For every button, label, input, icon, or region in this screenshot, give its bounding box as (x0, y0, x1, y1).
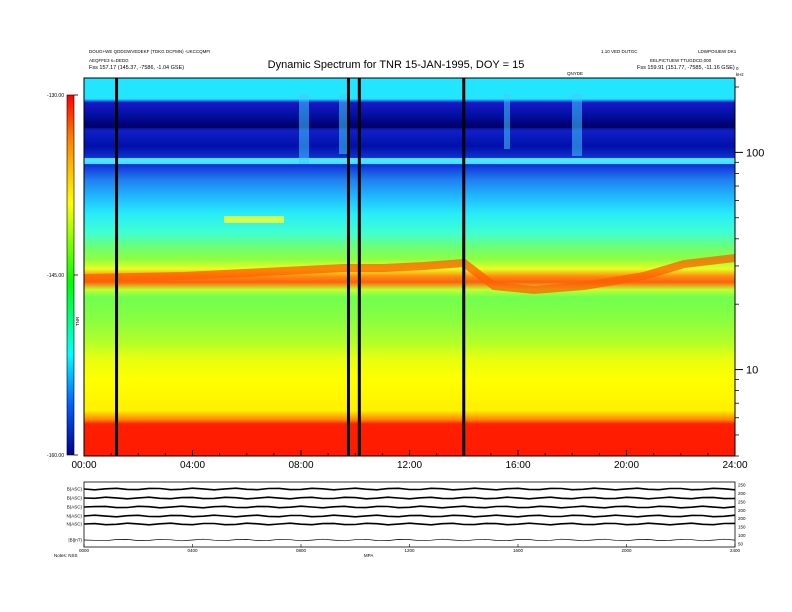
bottom-panel-frame (83, 481, 736, 548)
bottom-row-label-1: B(ASC) (67, 496, 83, 501)
plot-frame (83, 77, 736, 457)
x-tick-label-5: 20:00 (614, 460, 639, 471)
colorbar-frame (66, 94, 75, 456)
header-left-line1: DOUG+WE QDDGWVEDEKF (TDKG DCFMN) -UKCCQM… (89, 49, 211, 54)
header-right-line1: 1.10 VED DUTGC (601, 49, 638, 54)
colorbar-label: TNR (75, 316, 80, 326)
y-tick-label-0: 100 (746, 147, 764, 159)
bottom-right-tick-3: 200 (738, 508, 746, 513)
chart-title: Dynamic Spectrum for TNR 15-JAN-1995, DO… (267, 59, 525, 71)
bottom-row-label-4: N(ASC) (67, 522, 83, 527)
cyan-emission-line (84, 158, 735, 164)
bottom-x-tick-label-0: 0000 (79, 548, 90, 553)
header-left-line2: AEQFFE3 s=DEDG (89, 58, 129, 63)
x-tick-label-1: 04:00 (180, 460, 205, 471)
bottom-trace-5 (83, 538, 736, 542)
bottom-footer-left: Notes: NSS (54, 553, 78, 558)
yellow-patch (224, 216, 284, 223)
bottom-x-tick-label-6: 2400 (730, 548, 741, 553)
x-tick-label-3: 12:00 (397, 460, 422, 471)
header-right-line3: EELPICTUEW TTUGDCD,000 (650, 58, 712, 63)
header-right-line2: LDWPOIUEW DK1 (698, 49, 737, 54)
x-tick-label-0: 00:00 (71, 460, 96, 471)
y-tick-label-1: 10 (746, 365, 758, 377)
bottom-row-label-3: N(ASC) (67, 514, 83, 519)
bottom-trace-3 (83, 514, 736, 518)
bottom-trace-0 (83, 487, 736, 491)
bottom-right-tick-7: 50 (738, 542, 744, 547)
bottom-right-tick-1: 200 (738, 491, 746, 496)
bottom-x-tick-label-1: 0400 (187, 548, 198, 553)
header-corner-right-unit: kHz (736, 72, 744, 77)
bottom-right-tick-2: 250 (738, 499, 746, 504)
bottom-x-tick-label-2: 0800 (296, 548, 307, 553)
streak-1 (339, 94, 349, 154)
colorbar-tick-label-1: -145.00 (47, 273, 64, 279)
colorbar-tick-label-0: -130.00 (47, 93, 64, 99)
bottom-x-tick-label-3: 1200 (404, 548, 415, 553)
bottom-right-tick-5: 150 (738, 525, 746, 530)
bottom-row-label-5: |B|(nT) (68, 538, 82, 543)
header-right-line4: Fss 159.91 (151.77, -7585, -11.16 GSE) (637, 65, 735, 71)
plasma-line (84, 254, 735, 295)
bottom-right-tick-6: 100 (738, 533, 746, 538)
bottom-trace-1 (83, 496, 736, 500)
x-tick-label-4: 16:00 (505, 460, 530, 471)
bottom-row-label-0: B(ASC) (67, 487, 83, 492)
spectrogram-overlay (84, 94, 735, 295)
colorbar-tick-label-2: -160.00 (47, 453, 64, 459)
bottom-right-tick-0: 250 (738, 483, 746, 488)
bottom-x-tick-label-5: 2000 (621, 548, 632, 553)
bottom-x-tick-label-4: 1600 (513, 548, 524, 553)
dark-band-line (84, 126, 735, 128)
header-left-line3: Fss 157.17 (145.37, -7586, -1.04 GSE) (89, 65, 185, 71)
x-tick-label-6: 24:00 (722, 460, 747, 471)
header-corner-right: 0 (736, 66, 739, 71)
colorbar (67, 95, 74, 455)
bottom-footer-center: MPA (364, 553, 373, 558)
bottom-trace-4 (83, 522, 736, 526)
x-tick-label-2: 08:00 (288, 460, 313, 471)
bottom-trace-2 (83, 505, 736, 509)
header-center-small: QNYDE (567, 71, 584, 76)
streak-3 (572, 94, 582, 156)
streak-0 (299, 94, 309, 164)
bottom-row-label-2: B(ASC) (67, 505, 83, 510)
streak-2 (504, 94, 510, 149)
bottom-right-tick-4: 200 (738, 516, 746, 521)
